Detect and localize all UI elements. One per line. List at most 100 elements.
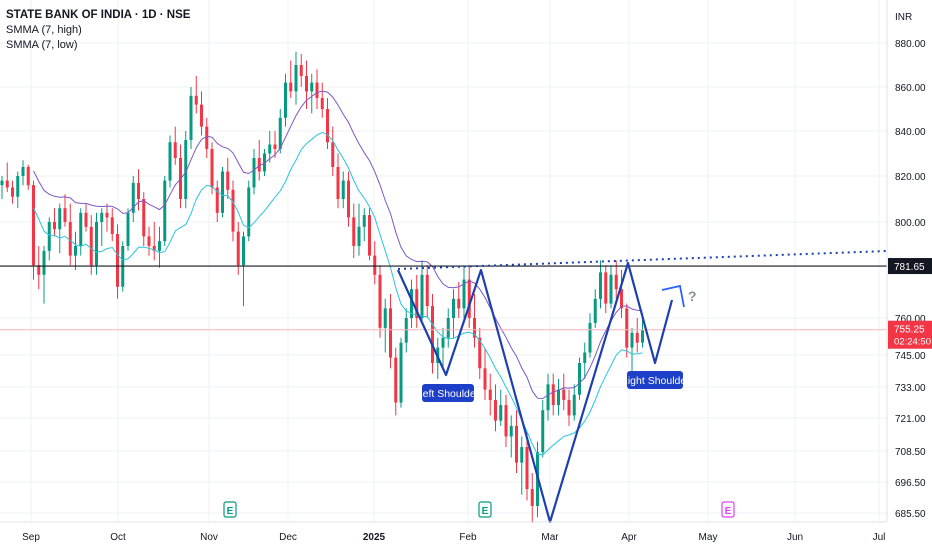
- candle-body: [420, 274, 424, 318]
- earnings-marker-box: [721, 501, 735, 518]
- candle-body: [100, 212, 104, 222]
- candle-body: [37, 265, 41, 275]
- indicator-smma-low[interactable]: SMMA (7, low): [6, 39, 78, 51]
- candle-body: [168, 142, 172, 181]
- left-shoulder-label-text: Left Shoulder: [417, 388, 480, 400]
- candle-body: [305, 76, 308, 92]
- x-tick-label: Oct: [110, 532, 126, 543]
- y-tick-label: 708.50: [895, 447, 926, 458]
- candle-body: [84, 212, 88, 227]
- earnings-marker-1: E: [478, 501, 492, 518]
- earnings-marker-2: E: [721, 501, 735, 518]
- candle-body: [189, 95, 193, 140]
- candle-body: [247, 187, 251, 237]
- x-tick-label: Mar: [541, 532, 559, 543]
- candle-body: [0, 180, 4, 186]
- candle-body: [520, 447, 524, 463]
- left-shoulder-label-bg: [422, 384, 474, 402]
- candle-body: [557, 389, 560, 406]
- x-tick-label: Jun: [787, 532, 803, 543]
- candle-body: [383, 308, 387, 328]
- candle-body: [320, 98, 324, 109]
- candle-body: [294, 65, 298, 92]
- candle-body: [289, 82, 293, 92]
- candle-body: [210, 149, 214, 188]
- currency-label: INR: [895, 12, 912, 23]
- candle-body: [347, 180, 350, 218]
- candle-body: [572, 394, 576, 416]
- earnings-marker-box: [478, 501, 492, 518]
- smma-lines: [33, 90, 643, 456]
- candle-body: [68, 222, 72, 256]
- y-tick-label: 733.00: [895, 383, 926, 394]
- candle-body: [578, 363, 581, 395]
- candle-body: [268, 144, 272, 154]
- candle-body: [278, 117, 282, 149]
- candle-body: [47, 222, 51, 251]
- earnings-marker-text: E: [482, 506, 489, 517]
- right-shoulder-label-text: Right Shoulder: [620, 375, 690, 387]
- candle-body: [614, 274, 618, 290]
- candle-body: [116, 234, 119, 287]
- candle-body: [173, 142, 177, 158]
- x-tick-label: Sep: [22, 532, 40, 543]
- candle-body: [158, 241, 161, 251]
- candle-body: [152, 246, 156, 251]
- candle-body: [441, 337, 445, 348]
- candle-body: [378, 274, 382, 328]
- y-tick-label: 685.50: [895, 509, 926, 520]
- candle-body: [21, 167, 25, 176]
- candle-body: [425, 274, 429, 306]
- y-tick-label: 880.00: [895, 39, 926, 50]
- y-tick-label: 860.00: [895, 83, 926, 94]
- candle-body: [499, 405, 503, 421]
- candle-body: [284, 82, 287, 118]
- candle-body: [53, 222, 56, 230]
- x-tick-label: Apr: [621, 532, 637, 543]
- candle-body: [415, 289, 419, 318]
- candle-body: [310, 82, 314, 92]
- x-tick-label: May: [699, 532, 718, 543]
- candle-body: [452, 298, 455, 318]
- candle-body: [604, 272, 608, 304]
- candle-body: [583, 352, 587, 363]
- candle-body: [11, 187, 14, 197]
- candle-body: [331, 142, 335, 167]
- chart-grid: [0, 0, 887, 522]
- candle-body: [58, 208, 62, 230]
- candle-body: [79, 212, 83, 246]
- candle-body: [483, 368, 487, 390]
- candle-body: [504, 405, 508, 437]
- candle-body: [488, 389, 492, 400]
- candle-body: [473, 318, 476, 338]
- candle-body: [457, 298, 461, 309]
- candle-body: [326, 109, 329, 143]
- indicator-smma-high[interactable]: SMMA (7, high): [6, 24, 82, 36]
- candle-body: [200, 104, 203, 127]
- y-tick-label: 760.00: [895, 314, 926, 325]
- candle-body: [541, 410, 545, 453]
- candle-body: [368, 215, 371, 256]
- candle-body: [315, 82, 319, 98]
- candle-body: [142, 199, 146, 237]
- overlays: ? Left Shoulder Right Shoulder E E E: [0, 250, 888, 524]
- last-price-badge-bg: [888, 320, 932, 349]
- candle-body: [494, 399, 497, 421]
- candle-body: [63, 208, 67, 222]
- candle-body: [515, 425, 518, 463]
- candle-body: [562, 389, 566, 400]
- earnings-marker-0: E: [223, 501, 237, 518]
- candle-body: [184, 140, 188, 199]
- candle-body: [231, 189, 235, 232]
- candle-body: [341, 180, 345, 199]
- candle-body: [399, 342, 403, 403]
- projection-arrow: [661, 284, 685, 308]
- candle-body: [467, 279, 471, 318]
- x-tick-label: 2025: [363, 532, 386, 543]
- question-mark: ?: [688, 288, 697, 304]
- candle-body: [593, 298, 597, 323]
- level-badge-text: 781.65: [894, 262, 925, 273]
- candle-body: [205, 126, 209, 149]
